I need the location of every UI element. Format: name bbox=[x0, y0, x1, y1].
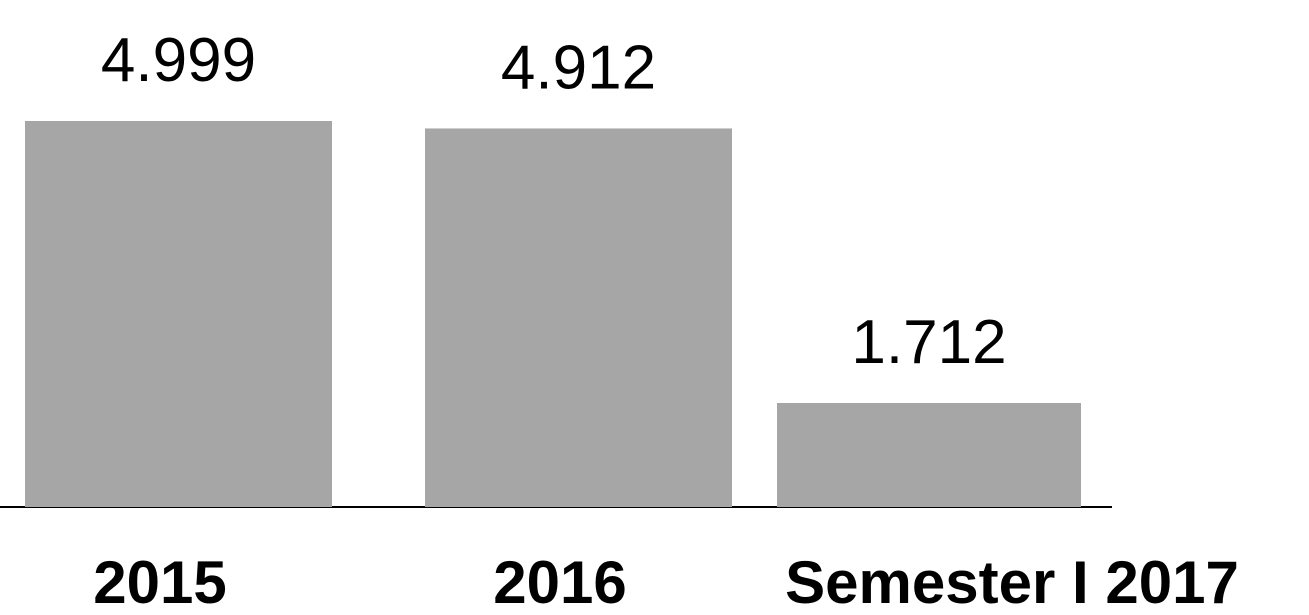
value-label: 4.999 bbox=[101, 26, 256, 95]
x-tick-label: 2016 bbox=[493, 549, 626, 615]
x-tick-label: Semester I 2017 bbox=[785, 549, 1239, 615]
value-label: 4.912 bbox=[501, 33, 656, 102]
bar bbox=[425, 128, 732, 508]
x-tick-label: 2015 bbox=[93, 549, 226, 615]
bar bbox=[25, 120, 332, 507]
bar bbox=[777, 403, 1081, 507]
value-label: 1.712 bbox=[851, 308, 1006, 377]
